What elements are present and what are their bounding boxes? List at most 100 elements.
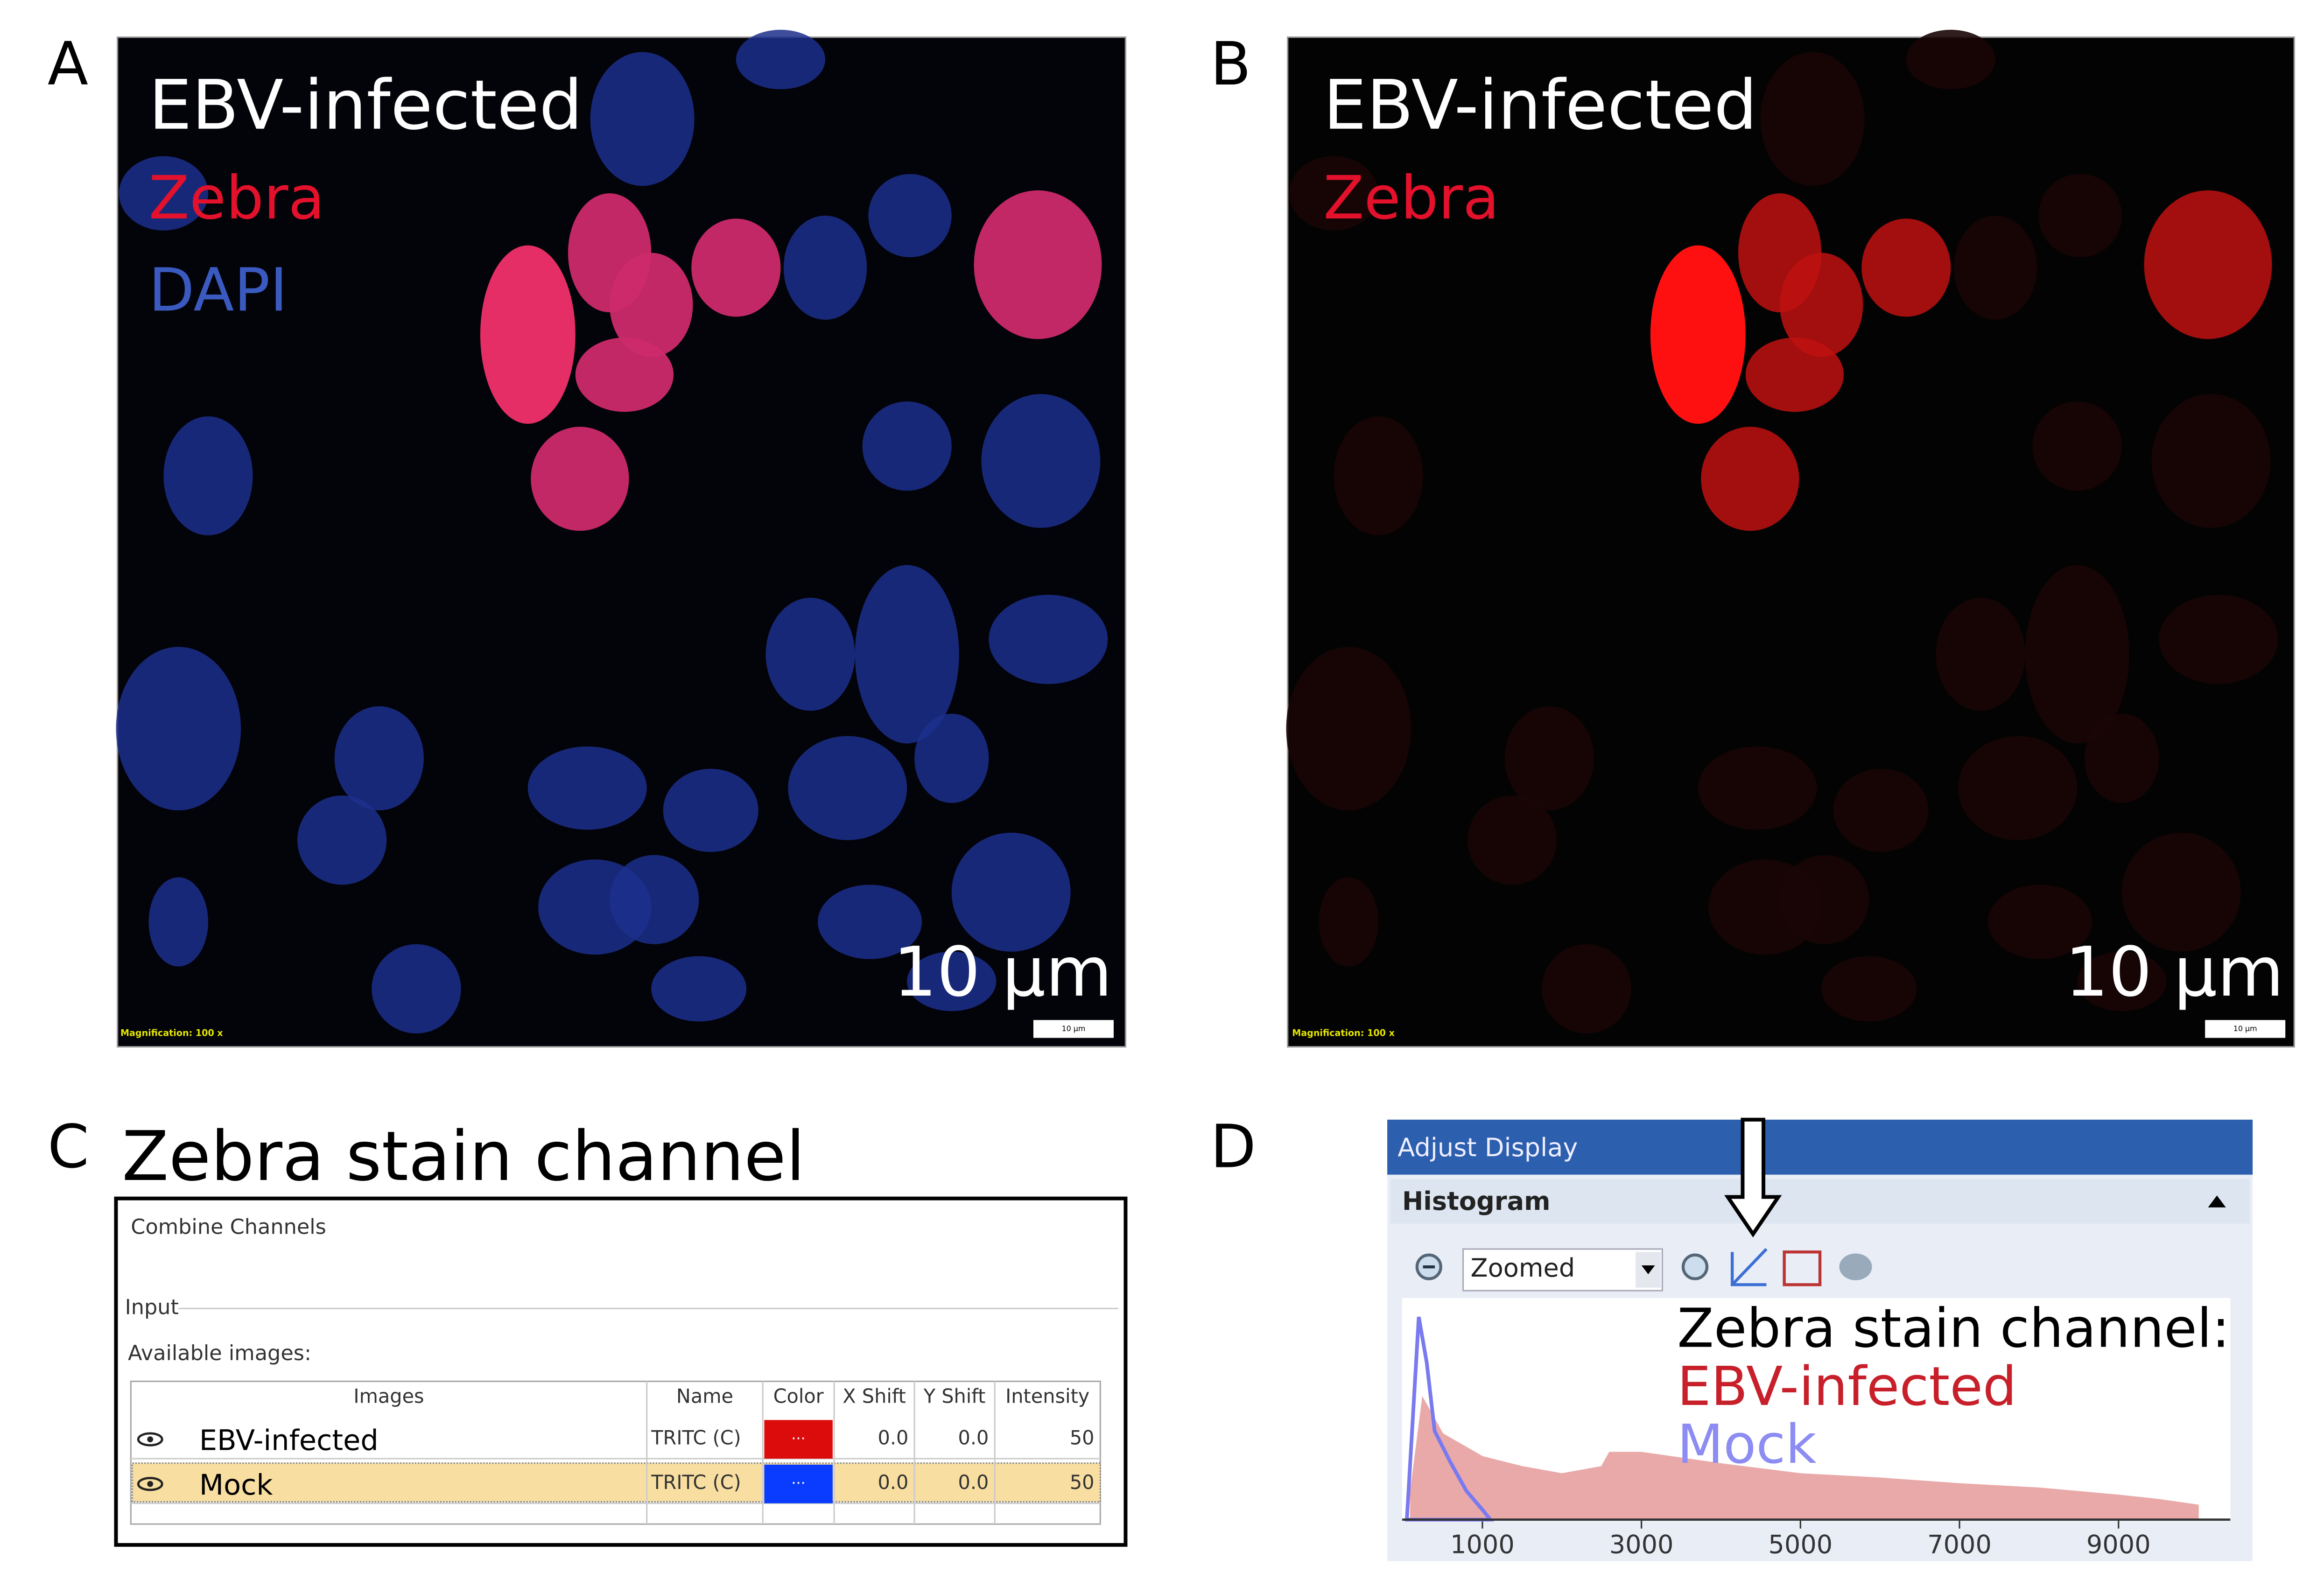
nucleus — [1701, 427, 1799, 531]
nucleus — [527, 746, 647, 830]
table-cell: 0.0 — [878, 1427, 909, 1449]
x-tick-label: 3000 — [1609, 1530, 1674, 1559]
x-tick-label: 7000 — [1927, 1530, 1992, 1559]
column-header: Color — [773, 1385, 824, 1407]
zoom-value: Zoomed — [1470, 1253, 1575, 1283]
nucleus — [334, 706, 424, 811]
nucleus — [575, 337, 674, 412]
layers-button[interactable] — [1839, 1253, 1872, 1280]
magnification: Magnification: 100 x — [120, 1028, 223, 1039]
table-cell: TRITC (C) — [651, 1427, 741, 1449]
scale-bar-label: 10 µm — [1061, 1024, 1085, 1033]
color-swatch[interactable] — [764, 1464, 833, 1503]
nucleus — [372, 944, 461, 1034]
table-cell: EBV-infected — [199, 1425, 379, 1457]
nucleus — [862, 401, 952, 491]
arrow — [1724, 1117, 1782, 1238]
nucleus — [2077, 951, 2167, 1011]
nucleus — [1286, 646, 1411, 811]
visibility-pupil — [147, 1481, 154, 1487]
scale-label: 10 µm — [893, 932, 1112, 1012]
table-cell: 50 — [1070, 1427, 1095, 1449]
nucleus — [788, 736, 907, 840]
image-label: Zebra — [1323, 164, 1499, 233]
label: Available images: — [128, 1341, 311, 1365]
nucleus — [2151, 394, 2271, 528]
collapse-icon[interactable] — [2208, 1195, 2226, 1208]
window-title: Combine Channels — [131, 1215, 326, 1239]
nucleus — [2038, 174, 2122, 258]
table-cell: 0.0 — [958, 1427, 989, 1449]
nucleus — [663, 768, 758, 852]
window-title: Adjust Display — [1397, 1133, 1578, 1162]
table-cells: Images Name Color X Shift Y Shift Intensity EB… — [131, 1381, 1101, 1524]
nucleus — [2159, 595, 2278, 684]
panel-label: A — [48, 30, 88, 99]
nucleus — [1745, 337, 1844, 412]
group-label: Input — [125, 1295, 179, 1319]
column-header: Images — [353, 1385, 424, 1407]
section-bar — [1390, 1179, 2250, 1224]
nucleus — [765, 597, 855, 711]
nucleus — [531, 427, 629, 531]
nucleus — [783, 215, 867, 320]
scale-bar-label: 10 µm — [2233, 1024, 2257, 1033]
table-cell: 0.0 — [878, 1471, 909, 1494]
nucleus — [1906, 29, 1995, 90]
visibility-icon[interactable] — [137, 1432, 163, 1447]
nucleus — [1833, 768, 1929, 852]
nucleus — [1953, 215, 2037, 320]
nucleus — [1988, 885, 2092, 959]
panel-label: C — [48, 1112, 89, 1181]
nucleus — [610, 855, 699, 944]
zoom-dropdown[interactable] — [1462, 1248, 1664, 1292]
column-header: Y Shift — [923, 1385, 986, 1407]
title-bar — [1387, 1119, 2253, 1175]
column-header: X Shift — [843, 1385, 906, 1407]
nucleus — [2025, 565, 2129, 744]
linear-button[interactable] — [1730, 1248, 1768, 1286]
table-cell: TRITC (C) — [651, 1471, 741, 1494]
nucleus — [1467, 795, 1557, 885]
nucleus — [1821, 956, 1917, 1022]
nucleus — [119, 156, 208, 231]
nucleus — [691, 218, 781, 317]
nucleus — [868, 174, 952, 258]
column-header: Intensity — [1005, 1385, 1089, 1407]
nucleus — [907, 951, 997, 1011]
legend-entry: Mock — [1677, 1414, 1817, 1476]
table-cell: 0.0 — [958, 1471, 989, 1494]
zoom-in[interactable] — [1681, 1253, 1709, 1280]
nucleus — [818, 885, 922, 959]
histogram-series — [1404, 1316, 1495, 1522]
scale-bar — [1033, 1020, 1114, 1038]
range-button[interactable] — [1783, 1250, 1822, 1286]
scale-label: 10 µm — [2065, 932, 2284, 1012]
nucleus — [1289, 156, 1378, 231]
panel-label: B — [1210, 30, 1251, 99]
nucleus — [1958, 736, 2078, 840]
nucleus — [2032, 401, 2122, 491]
histogram-series — [1410, 1396, 2199, 1521]
table-cell: Mock — [199, 1469, 273, 1502]
nucleus — [1542, 944, 1631, 1034]
nucleus — [736, 29, 825, 90]
table-cell: 50 — [1070, 1471, 1095, 1494]
visibility-pupil — [147, 1436, 154, 1443]
color-swatch[interactable] — [764, 1420, 833, 1459]
visibility-icon[interactable] — [137, 1477, 163, 1491]
nucleus — [116, 646, 241, 811]
section-title: Histogram — [1402, 1187, 1551, 1216]
nucleus — [148, 877, 208, 967]
nucleus — [480, 245, 576, 424]
panel-title: Zebra stain channel — [122, 1117, 805, 1196]
column-header: Name — [676, 1385, 733, 1407]
x-tick-label: 1000 — [1450, 1530, 1515, 1559]
legend-entry: EBV-infected — [1677, 1356, 2016, 1418]
nucleus — [989, 595, 1108, 684]
nucleus — [610, 253, 693, 357]
nucleus — [855, 565, 959, 744]
nucleus — [974, 190, 1102, 339]
scale-bar — [2205, 1020, 2286, 1038]
